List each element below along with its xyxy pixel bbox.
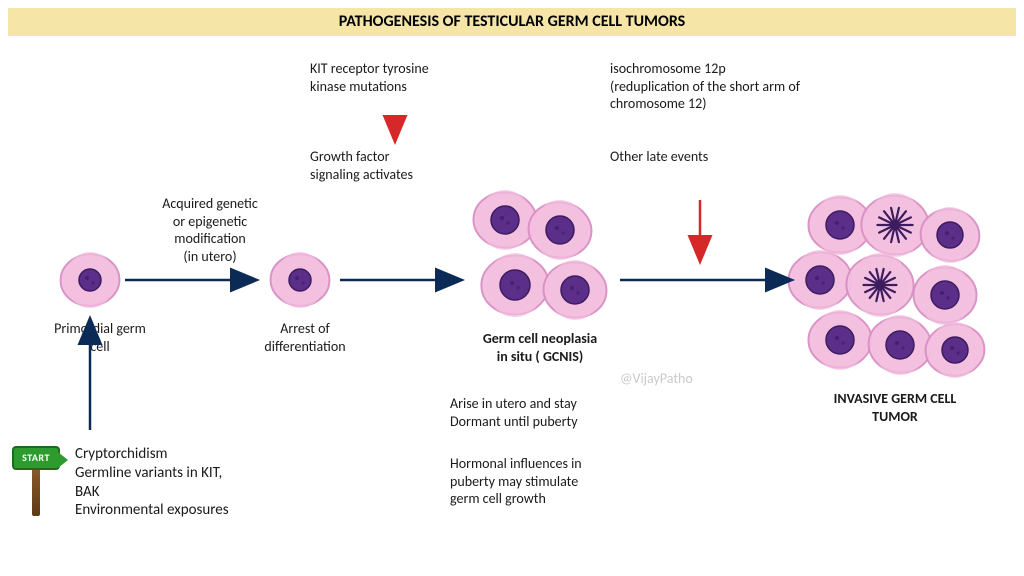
primordial-cell [59, 252, 120, 308]
diagram-canvas [0, 0, 1024, 576]
invasive-cell-6 [808, 310, 872, 370]
gcnis-cell-3 [541, 259, 609, 320]
gcnis-cell-1 [525, 198, 595, 261]
invasive-cell-5 [913, 265, 978, 325]
invasive-cell-7 [865, 313, 935, 376]
invasive-cell-8 [923, 322, 986, 378]
invasive-cell-1 [860, 193, 930, 257]
invasive-cell-3 [787, 250, 854, 310]
gcnis-cell-0 [472, 190, 539, 250]
invasive-cell-4 [844, 253, 916, 318]
arrested-cell [269, 252, 330, 308]
gcnis-cell-2 [480, 253, 550, 317]
